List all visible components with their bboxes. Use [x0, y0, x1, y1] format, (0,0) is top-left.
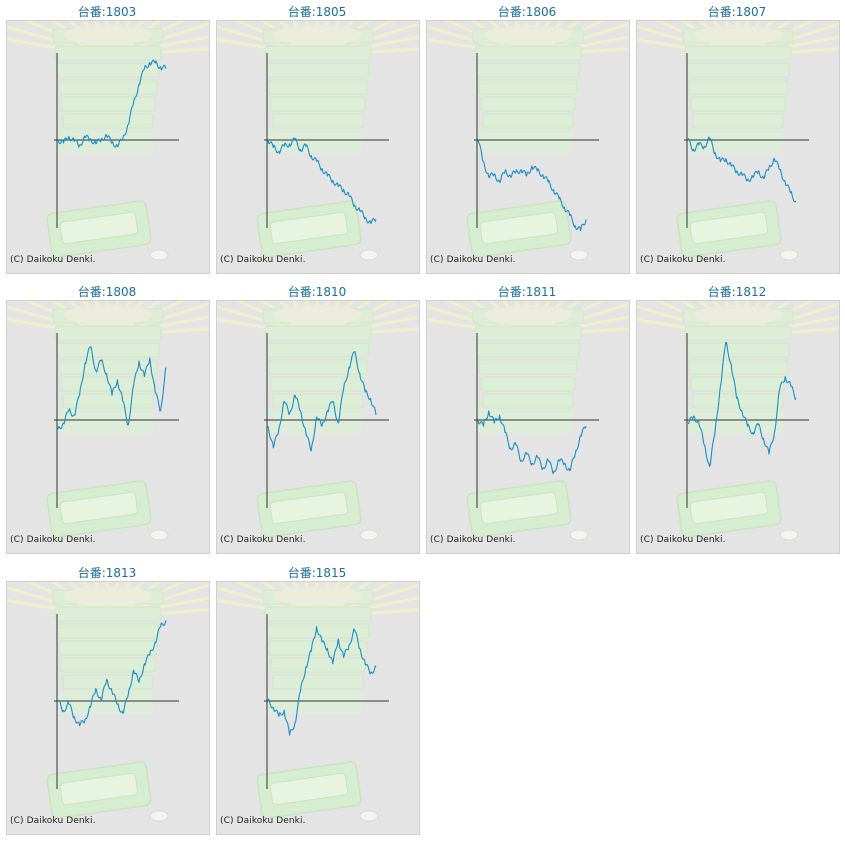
background-illustration [7, 21, 209, 261]
background-illustration [217, 582, 419, 822]
chart-frame: (C) Daikoku Denki. [426, 300, 630, 554]
series-line [267, 351, 377, 452]
chart-title-link[interactable]: 台番:1808 [77, 285, 137, 299]
chart-svg [7, 582, 209, 822]
series-line [57, 346, 167, 430]
chart-title-link[interactable]: 台番:1806 [497, 5, 557, 19]
series-line [57, 59, 167, 148]
chart-svg [427, 301, 629, 541]
chart-panel: 台番:1806 (C) Daikoku Denki. [422, 0, 632, 274]
chart-frame: (C) Daikoku Denki. [6, 581, 210, 835]
chart-svg [217, 21, 419, 261]
copyright-text: (C) Daikoku Denki. [220, 535, 306, 545]
copyright-text: (C) Daikoku Denki. [430, 255, 516, 265]
chart-panel: 台番:1803 (C) Daikoku Denki. [2, 0, 212, 274]
series-line [267, 137, 377, 224]
chart-panel: 台番:1810 (C) Daikoku Denki. [212, 280, 422, 554]
background-illustration [217, 21, 419, 261]
chart-title-link[interactable]: 台番:1803 [77, 5, 137, 19]
background-illustration [637, 21, 839, 261]
chart-svg [7, 301, 209, 541]
chart-frame: (C) Daikoku Denki. [216, 20, 420, 274]
chart-frame: (C) Daikoku Denki. [216, 300, 420, 554]
chart-panel: 台番:1812 (C) Daikoku Denki. [632, 280, 842, 554]
chart-svg [217, 582, 419, 822]
chart-title-link[interactable]: 台番:1805 [287, 5, 347, 19]
chart-title-link[interactable]: 台番:1811 [497, 285, 557, 299]
chart-frame: (C) Daikoku Denki. [216, 581, 420, 835]
chart-svg [427, 21, 629, 261]
chart-svg [217, 301, 419, 541]
copyright-text: (C) Daikoku Denki. [10, 535, 96, 545]
series-line [267, 626, 377, 736]
background-illustration [427, 21, 629, 261]
series-line [477, 410, 587, 474]
chart-frame: (C) Daikoku Denki. [426, 20, 630, 274]
background-illustration [427, 301, 629, 541]
background-illustration [7, 301, 209, 541]
series-line [687, 136, 797, 203]
copyright-text: (C) Daikoku Denki. [10, 816, 96, 826]
chart-title-link[interactable]: 台番:1810 [287, 285, 347, 299]
chart-title-link[interactable]: 台番:1807 [707, 5, 767, 19]
chart-panel: 台番:1808 (C) Daikoku Denki. [2, 280, 212, 554]
chart-panel: 台番:1811 (C) Daikoku Denki. [422, 280, 632, 554]
chart-panel: 台番:1815 (C) Daikoku Denki. [212, 561, 422, 835]
copyright-text: (C) Daikoku Denki. [220, 255, 306, 265]
chart-svg [637, 301, 839, 541]
chart-panel: 台番:1813 (C) Daikoku Denki. [2, 561, 212, 835]
chart-title-link[interactable]: 台番:1813 [77, 566, 137, 580]
chart-svg [7, 21, 209, 261]
copyright-text: (C) Daikoku Denki. [10, 255, 96, 265]
chart-panel: 台番:1807 (C) Daikoku Denki. [632, 0, 842, 274]
background-illustration [637, 301, 839, 541]
copyright-text: (C) Daikoku Denki. [220, 816, 306, 826]
chart-frame: (C) Daikoku Denki. [636, 20, 840, 274]
series-line [477, 139, 587, 232]
copyright-text: (C) Daikoku Denki. [640, 535, 726, 545]
chart-frame: (C) Daikoku Denki. [6, 300, 210, 554]
copyright-text: (C) Daikoku Denki. [640, 255, 726, 265]
chart-title-link[interactable]: 台番:1812 [707, 285, 767, 299]
series-line [687, 341, 797, 468]
chart-svg [637, 21, 839, 261]
copyright-text: (C) Daikoku Denki. [430, 535, 516, 545]
chart-title-link[interactable]: 台番:1815 [287, 566, 347, 580]
chart-panel: 台番:1805 (C) Daikoku Denki. [212, 0, 422, 274]
chart-frame: (C) Daikoku Denki. [636, 300, 840, 554]
chart-frame: (C) Daikoku Denki. [6, 20, 210, 274]
series-line [57, 620, 167, 727]
